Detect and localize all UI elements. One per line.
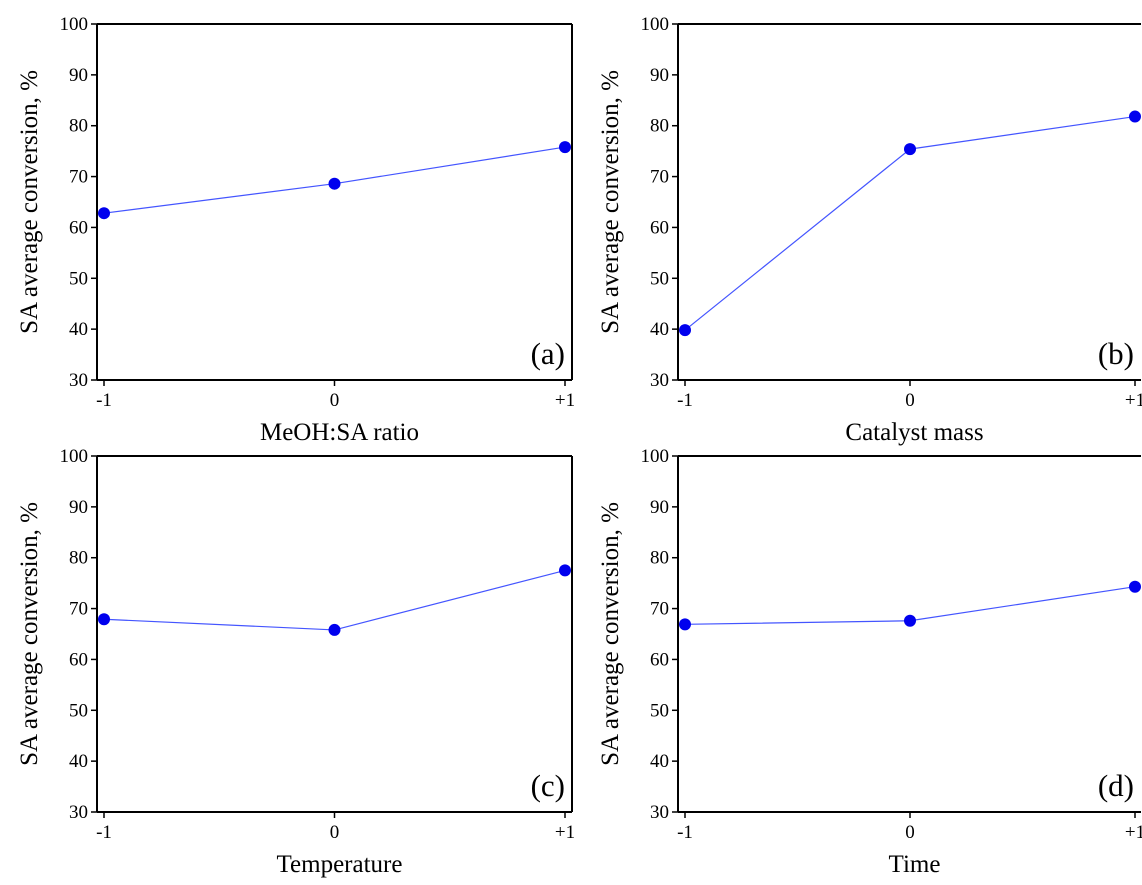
y-tick-label: 100 bbox=[60, 14, 89, 35]
y-tick-label: 70 bbox=[69, 167, 88, 188]
data-point bbox=[328, 177, 341, 190]
panel-label: (d) bbox=[1098, 768, 1134, 803]
y-tick-label: 100 bbox=[60, 446, 89, 467]
panel-label: (a) bbox=[531, 336, 565, 371]
y-tick-label: 60 bbox=[69, 217, 88, 238]
data-point bbox=[1129, 580, 1141, 593]
chart-panel-c: 30 40 50 60 70 80 90 100 -1 0 +1 Temperature SA aver… bbox=[16, 446, 575, 878]
x-axis-title: Temperature bbox=[277, 851, 403, 878]
y-tick-label: 60 bbox=[69, 649, 88, 670]
x-tick-label: 0 bbox=[330, 390, 340, 411]
y-tick-label: 30 bbox=[650, 802, 669, 823]
y-tick-label: 70 bbox=[650, 167, 669, 188]
x-tick-label: -1 bbox=[677, 390, 693, 411]
chart-panel-d: 30 40 50 60 70 80 90 100 -1 0 +1 Time SA average con… bbox=[597, 446, 1142, 878]
y-tick-label: 30 bbox=[650, 370, 669, 391]
y-axis-title: SA average conversion, % bbox=[16, 502, 43, 766]
y-tick-label: 90 bbox=[69, 65, 88, 86]
y-tick-label: 30 bbox=[69, 370, 88, 391]
x-tick-label: 0 bbox=[905, 822, 915, 843]
y-tick-label: 50 bbox=[69, 268, 88, 289]
x-axis-title: Catalyst mass bbox=[845, 419, 983, 446]
data-point bbox=[559, 564, 571, 577]
y-tick-label: 40 bbox=[69, 751, 88, 772]
data-point bbox=[1129, 110, 1141, 123]
chart-panel-b: 30 40 50 60 70 80 90 100 -1 0 +1 Catalyst mass SA av… bbox=[597, 14, 1142, 446]
y-tick-label: 90 bbox=[69, 497, 88, 518]
x-axis-title: MeOH:SA ratio bbox=[260, 419, 419, 446]
data-point bbox=[98, 207, 110, 220]
x-tick-label: 0 bbox=[905, 390, 915, 411]
data-point bbox=[904, 614, 916, 627]
data-point bbox=[679, 324, 691, 337]
y-tick-label: 70 bbox=[69, 599, 88, 620]
y-tick-label: 40 bbox=[69, 319, 88, 340]
y-tick-label: 60 bbox=[650, 649, 669, 670]
x-tick-label: -1 bbox=[96, 390, 112, 411]
data-point bbox=[679, 618, 691, 631]
x-tick-label: +1 bbox=[1125, 822, 1142, 843]
y-tick-label: 90 bbox=[650, 497, 669, 518]
y-tick-label: 50 bbox=[650, 268, 669, 289]
y-tick-label: 100 bbox=[641, 14, 670, 35]
x-tick-label: +1 bbox=[555, 390, 575, 411]
data-point bbox=[328, 623, 341, 636]
x-tick-label: +1 bbox=[555, 822, 575, 843]
x-tick-label: -1 bbox=[677, 822, 693, 843]
y-axis-title: SA average conversion, % bbox=[597, 502, 624, 766]
y-tick-label: 90 bbox=[650, 65, 669, 86]
y-tick-label: 100 bbox=[641, 446, 670, 467]
x-axis-title: Time bbox=[889, 851, 941, 878]
panel-label: (c) bbox=[531, 768, 565, 803]
y-tick-label: 40 bbox=[650, 319, 669, 340]
chart-panel-a: 30 40 50 60 70 80 90 100 -1 0 +1 MeOH:SA ratio SA av… bbox=[16, 14, 575, 446]
y-tick-label: 80 bbox=[650, 548, 669, 569]
series-line bbox=[103, 569, 566, 631]
y-tick-label: 80 bbox=[69, 548, 88, 569]
y-tick-label: 40 bbox=[650, 751, 669, 772]
x-tick-label: 0 bbox=[330, 822, 340, 843]
x-tick-label: -1 bbox=[96, 822, 112, 843]
data-point bbox=[904, 143, 916, 156]
y-tick-label: 80 bbox=[69, 116, 88, 137]
y-tick-label: 50 bbox=[650, 700, 669, 721]
x-tick-label: +1 bbox=[1125, 390, 1142, 411]
data-point bbox=[98, 613, 110, 626]
data-point bbox=[559, 141, 571, 154]
y-tick-label: 70 bbox=[650, 599, 669, 620]
y-tick-label: 50 bbox=[69, 700, 88, 721]
y-tick-label: 80 bbox=[650, 116, 669, 137]
y-tick-label: 60 bbox=[650, 217, 669, 238]
y-axis-title: SA average conversion, % bbox=[597, 70, 624, 334]
y-axis-title: SA average conversion, % bbox=[16, 70, 43, 334]
panel-label: (b) bbox=[1098, 336, 1134, 371]
y-tick-label: 30 bbox=[69, 802, 88, 823]
